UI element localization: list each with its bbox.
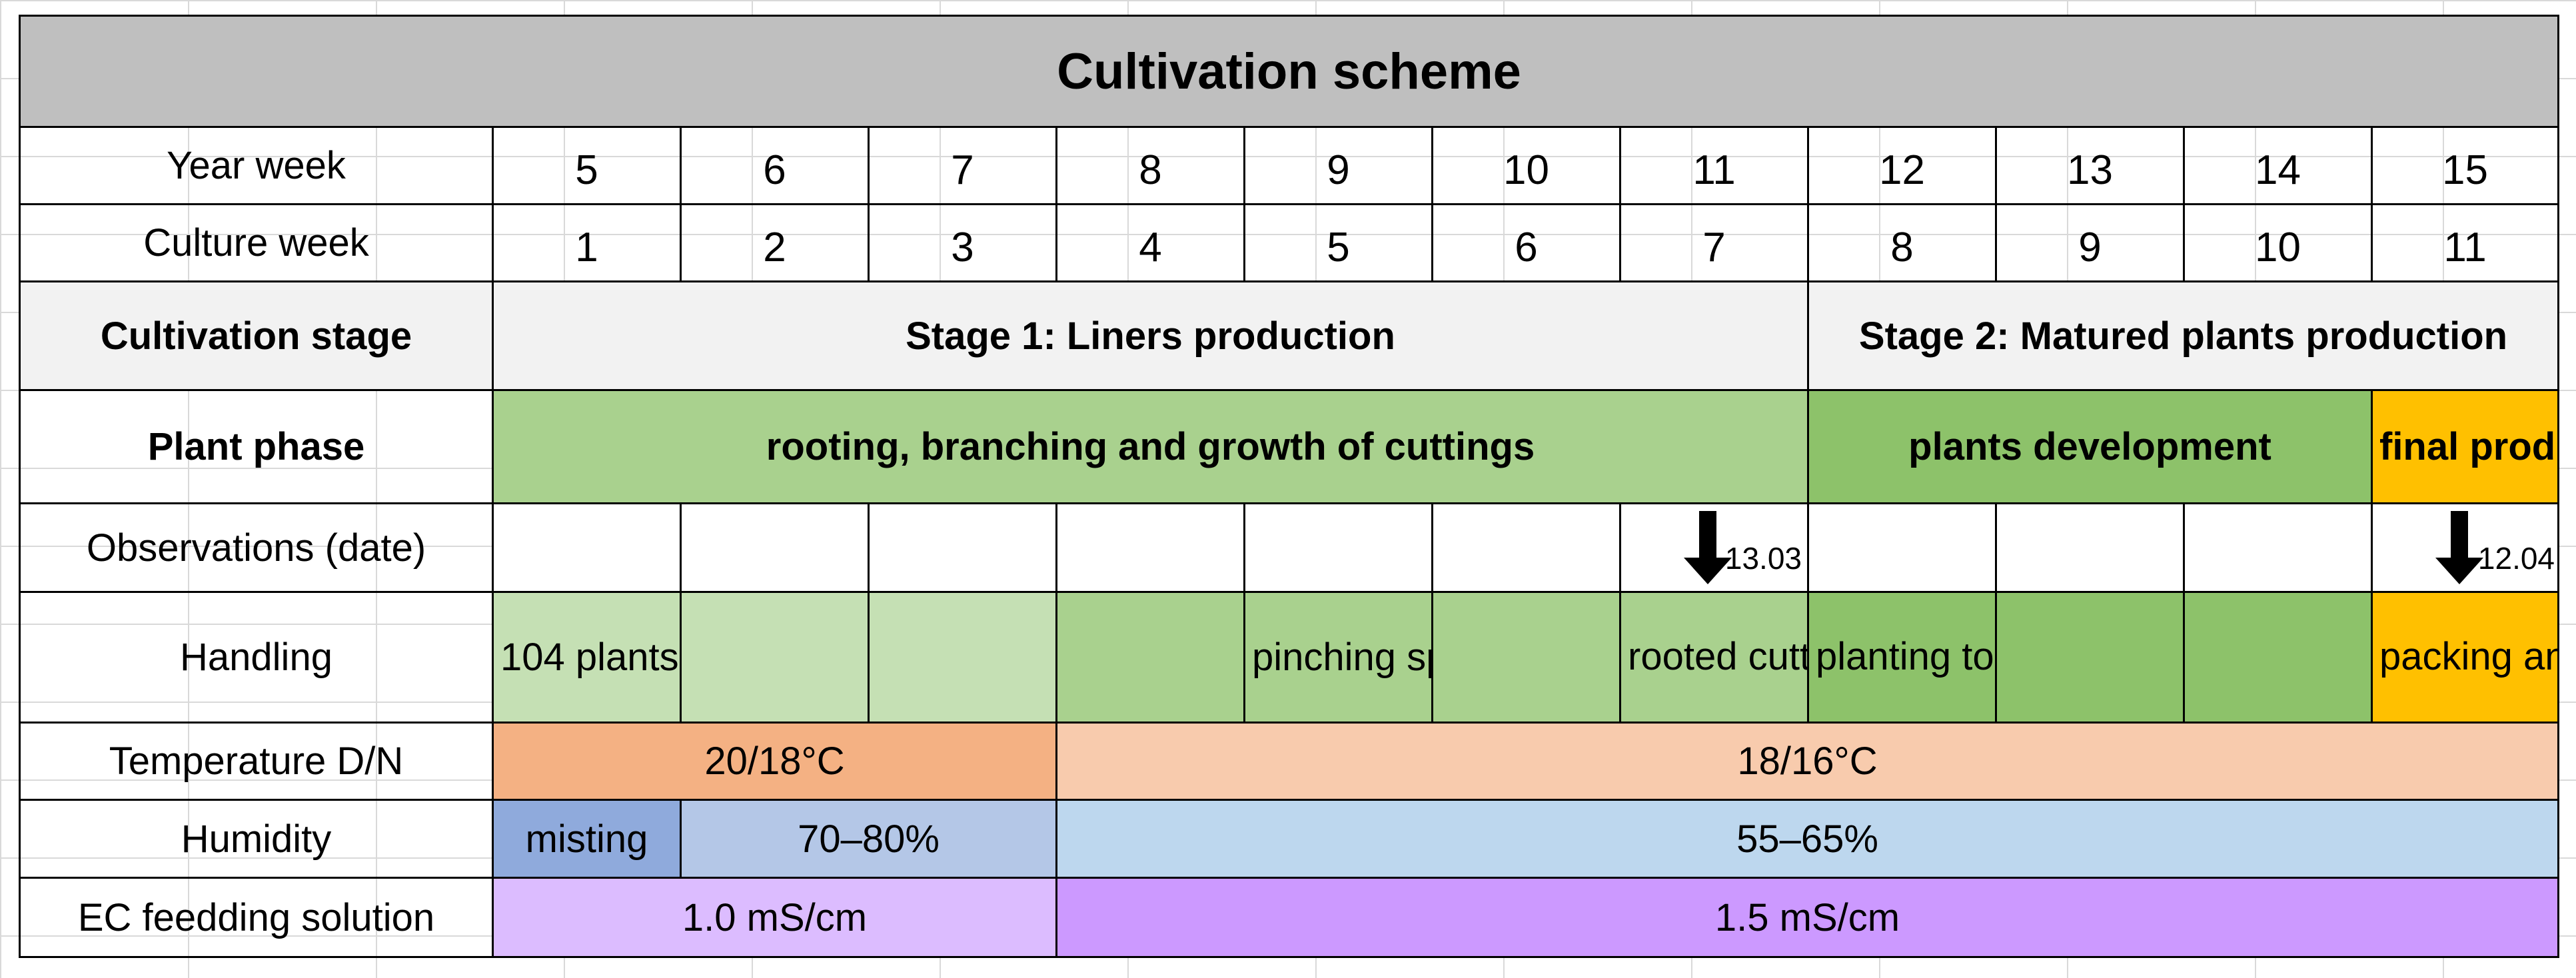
handling-cell [1995,591,2185,724]
year-week-cell: 5 [492,126,682,205]
humidity-label: Humidity [19,799,494,879]
year-week-cell: 15 [2370,126,2560,205]
observation-cell [1995,502,2185,593]
handling-cell [1055,591,1245,724]
culture-week-cell: 1 [492,203,682,282]
year-week-cell: 7 [868,126,1057,205]
temperature-row: Temperature D/N 20/18°C 18/16°C [19,722,2560,801]
observation-cell-week-15: 12.04 [2370,502,2560,593]
phase-final-product-cell: final product [2370,389,2560,504]
handling-week-7: rooted cutting (RC) [1619,591,1809,724]
ec-value-1: 1.0 mS/cm [492,877,1057,958]
year-week-cell: 9 [1243,126,1433,205]
culture-week-cell: 10 [2183,203,2373,282]
observation-date: 13.03 [1724,541,1802,576]
handling-week-11: packing and sale [2370,591,2560,724]
observations-label: Observations (date) [19,502,494,593]
humidity-misting: misting [492,799,682,879]
year-week-cell: 12 [1807,126,1997,205]
humidity-range-2: 55–65% [1055,799,2560,879]
handling-week-1: 104 plants in paperpots per tray [492,591,682,724]
observation-cell [492,502,682,593]
year-week-cell: 11 [1619,126,1809,205]
year-week-cell: 14 [2183,126,2373,205]
culture-week-cell: 9 [1995,203,2185,282]
observation-cell [1243,502,1433,593]
stage-1-cell: Stage 1: Liners production [492,280,1809,391]
observation-cell [2183,502,2373,593]
year-week-row: Year week 5 6 7 8 9 10 11 12 13 14 15 [19,126,2560,205]
handling-cell [680,591,870,724]
culture-week-cell: 11 [2370,203,2560,282]
observation-cell [1055,502,1245,593]
humidity-range-1: 70–80% [680,799,1057,879]
handling-cell [2183,591,2373,724]
phase-rooting-cell: rooting, branching and growth of cutting… [492,389,1809,504]
cultivation-stage-row: Cultivation stage Stage 1: Liners produc… [19,280,2560,391]
humidity-row: Humidity misting 70–80% 55–65% [19,799,2560,879]
observation-cell-week-11: 13.03 [1619,502,1809,593]
observation-cell [1807,502,1997,593]
culture-week-cell: 5 [1243,203,1433,282]
culture-week-cell: 6 [1431,203,1621,282]
ec-value-2: 1.5 mS/cm [1055,877,2560,958]
plant-phase-label: Plant phase [19,389,494,504]
observations-row: Observations (date) 13.03 12.04 [19,502,2560,593]
year-week-label: Year week [19,126,494,205]
ec-row: EC feedding solution 1.0 mS/cm 1.5 mS/cm [19,877,2560,958]
temperature-stage-1: 20/18°C [492,722,1057,801]
phase-development-cell: plants development [1807,389,2373,504]
handling-week-5: pinching spacing 52 per tray [1243,591,1433,724]
ec-label: EC feedding solution [19,877,494,958]
observation-cell [868,502,1057,593]
culture-week-cell: 8 [1807,203,1997,282]
year-week-cell: 13 [1995,126,2185,205]
plant-phase-row: Plant phase rooting, branching and growt… [19,389,2560,504]
title-row: Cultivation scheme [18,15,2560,128]
year-week-cell: 6 [680,126,870,205]
culture-week-cell: 4 [1055,203,1245,282]
temperature-stage-2: 18/16°C [1055,722,2560,801]
temperature-label: Temperature D/N [19,722,494,801]
culture-week-cell: 2 [680,203,870,282]
table-title: Cultivation scheme [18,15,2560,128]
observation-cell [1431,502,1621,593]
handling-row: Handling 104 plants in paperpots per tra… [19,591,2560,724]
observation-date: 12.04 [2477,541,2555,576]
culture-week-row: Culture week 1 2 3 4 5 6 7 8 9 10 11 [19,203,2560,282]
handling-label: Handling [19,591,494,724]
year-week-cell: 8 [1055,126,1245,205]
cultivation-scheme-table: Cultivation scheme Year week 5 6 7 8 9 1… [18,15,2560,958]
culture-week-label: Culture week [19,203,494,282]
culture-week-cell: 3 [868,203,1057,282]
stage-2-cell: Stage 2: Matured plants production [1806,280,2560,391]
cultivation-stage-label: Cultivation stage [19,280,494,391]
year-week-cell: 10 [1431,126,1621,205]
culture-week-cell: 7 [1619,203,1809,282]
handling-cell [868,591,1057,724]
observation-cell [680,502,870,593]
handling-cell [1431,591,1621,724]
handling-week-8: planting to Ø12cm pots [1807,591,1997,724]
